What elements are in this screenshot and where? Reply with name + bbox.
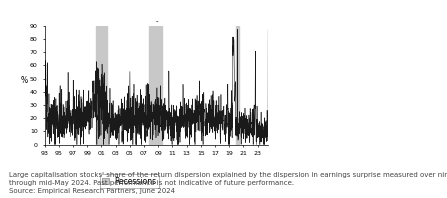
Title: -: - [155, 18, 158, 24]
Bar [96, 26, 107, 145]
Y-axis label: %: % [21, 76, 28, 85]
Legend: Recessions: Recessions [100, 174, 159, 188]
Bar [236, 26, 239, 145]
Bar [149, 26, 162, 145]
Text: Large capitalisation stocks' share of the return dispersion explained by the dis: Large capitalisation stocks' share of th… [9, 172, 447, 194]
